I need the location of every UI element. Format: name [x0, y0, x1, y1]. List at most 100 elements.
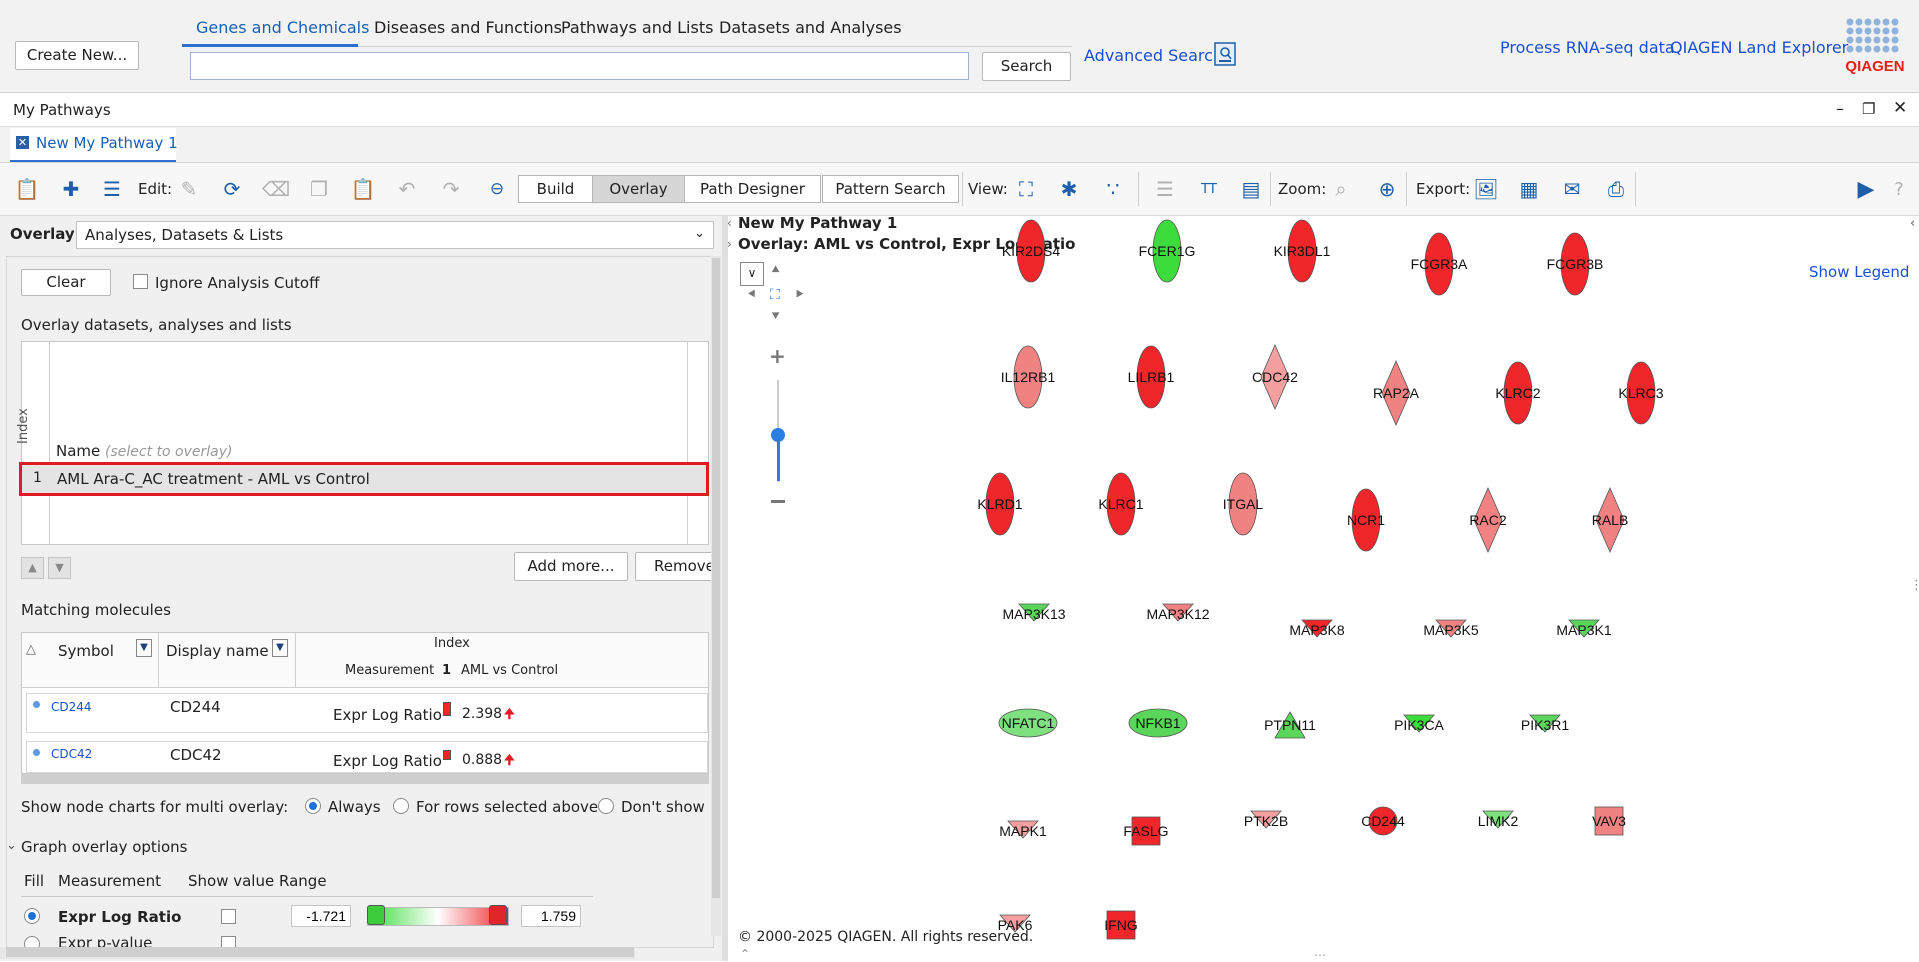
show-value-checkbox[interactable] — [221, 936, 236, 948]
undo-icon[interactable]: ↶ — [398, 177, 416, 201]
delete-icon[interactable]: ⌫ — [261, 177, 291, 201]
pathway-node-cd244[interactable] — [1353, 786, 1413, 856]
mode-path-designer-button[interactable]: Path Designer — [684, 175, 821, 203]
pan-left-icon[interactable]: ⯇ — [746, 287, 758, 303]
expand-right-icon[interactable]: › — [727, 237, 732, 251]
datasets-table[interactable]: Index Name (select to overlay) — [16, 341, 709, 545]
land-explorer-link[interactable]: QIAGEN Land Explorer — [1670, 38, 1849, 57]
pathway-node-map3k12[interactable] — [1148, 579, 1208, 649]
text-labels-icon[interactable]: TT — [1201, 181, 1217, 197]
pathway-node-kir3dl1[interactable] — [1272, 216, 1332, 286]
play-icon[interactable]: ▶ — [1857, 176, 1875, 202]
pathway-canvas[interactable] — [728, 216, 1919, 961]
zoom-in-icon[interactable]: + — [769, 344, 786, 368]
pathway-node-klrc2[interactable] — [1488, 358, 1548, 428]
node-charts-always-radio[interactable] — [305, 798, 321, 814]
collapse-left-icon[interactable]: ‹ — [727, 216, 732, 230]
drag-handle-icon[interactable]: ⋮ — [1910, 578, 1919, 593]
close-icon[interactable]: ✕ — [1893, 98, 1908, 118]
minimize-icon[interactable]: – — [1836, 99, 1844, 118]
legend-list-icon[interactable]: ☰ — [1156, 177, 1174, 201]
show-legend-link[interactable]: Show Legend — [1809, 263, 1910, 281]
layout-organic-icon[interactable]: ✱ — [1060, 177, 1078, 201]
splitter[interactable] — [722, 216, 728, 961]
mm-col-display[interactable]: Display name — [166, 642, 269, 660]
process-rnaseq-link[interactable]: Process RNA-seq data — [1500, 38, 1675, 57]
overlay-select[interactable]: Analyses, Datasets & Lists ⌄ — [76, 221, 714, 249]
pathway-node-pik3r1[interactable] — [1515, 690, 1575, 760]
paste-icon[interactable]: 📋 — [350, 177, 376, 201]
pathway-node-fcgr3a[interactable] — [1409, 229, 1469, 299]
pathway-node-mapk1[interactable] — [993, 796, 1053, 866]
mode-overlay-button[interactable]: Overlay — [592, 175, 685, 203]
dataset-row-selected[interactable]: 1 AML Ara-C_AC treatment - AML vs Contro… — [19, 462, 709, 496]
pathway-node-ifng[interactable] — [1091, 890, 1151, 960]
pathway-node-faslg[interactable] — [1116, 796, 1176, 866]
show-value-checkbox[interactable] — [221, 909, 236, 924]
move-down-icon[interactable]: ▼ — [48, 557, 71, 579]
export-email-icon[interactable]: ✉ — [1563, 177, 1581, 201]
pathway-node-kir2ds4[interactable] — [1001, 216, 1061, 286]
pan-up-icon[interactable]: ⯅ — [770, 262, 782, 278]
expand-bottom-icon[interactable]: ⌃ — [740, 947, 751, 961]
node-charts-selected-radio[interactable] — [393, 798, 409, 814]
pathway-node-ralb[interactable] — [1580, 485, 1640, 555]
collapse-right-icon[interactable]: ‹ — [1910, 216, 1916, 231]
pathway-node-map3k13[interactable] — [1004, 579, 1064, 649]
pathway-node-fcer1g[interactable] — [1137, 216, 1197, 286]
pathway-node-il12rb1[interactable] — [998, 342, 1058, 412]
collapse-icon[interactable]: ⌄ — [6, 838, 17, 853]
zoom-out-canvas-icon[interactable] — [771, 500, 785, 503]
color-range-slider[interactable] — [367, 907, 509, 926]
pathway-node-rac2[interactable] — [1458, 485, 1518, 555]
list-add-icon[interactable]: ☰ — [103, 177, 121, 201]
tab-close-icon[interactable]: ✕ — [16, 136, 29, 149]
fit-view-icon[interactable]: ⛶ — [1019, 177, 1033, 201]
center-view-icon[interactable]: ⛶ — [770, 287, 780, 303]
mode-pattern-search-button[interactable]: Pattern Search — [822, 175, 959, 203]
graph-overlay-heading[interactable]: Graph overlay options — [21, 838, 188, 856]
pathway-node-nfatc1[interactable] — [998, 688, 1058, 758]
pathway-node-klrc3[interactable] — [1611, 358, 1671, 428]
pathway-node-nfkb1[interactable] — [1128, 688, 1188, 758]
details-list-icon[interactable]: ▤ — [1241, 177, 1261, 201]
redo-icon[interactable]: ↷ — [442, 177, 460, 201]
mode-build-button[interactable]: Build — [518, 175, 593, 203]
search-input[interactable] — [190, 52, 969, 80]
advanced-search-link[interactable]: Advanced Search — [1084, 46, 1224, 65]
mm-row-symbol[interactable]: CDC42 — [51, 747, 93, 761]
pathway-node-cdc42[interactable] — [1245, 342, 1305, 412]
move-up-icon[interactable]: ▲ — [21, 557, 44, 579]
pan-down-icon[interactable]: ⯆ — [770, 309, 782, 325]
zoom-fit-icon[interactable]: ⌕ — [1335, 177, 1347, 201]
filter-icon[interactable]: ▼ — [136, 639, 152, 657]
pathway-node-fcgr3b[interactable] — [1545, 229, 1605, 299]
clipboard-icon[interactable]: 📋 — [14, 177, 40, 201]
tab-datasets-and-analyses[interactable]: Datasets and Analyses — [719, 18, 902, 37]
mm-col-symbol[interactable]: Symbol — [58, 642, 114, 660]
sort-icon[interactable]: △ — [26, 642, 36, 657]
table-row[interactable]: CD244 CD244 Expr Log Ratio 2.398 🠉 — [26, 693, 708, 733]
edit-note-icon[interactable]: ✎ — [180, 177, 198, 201]
print-icon[interactable]: ⎙ — [1608, 177, 1624, 201]
pathway-node-rap2a[interactable] — [1366, 358, 1426, 428]
range-min-input[interactable] — [291, 905, 351, 927]
fill-expr-log-ratio-radio[interactable] — [24, 908, 40, 924]
pathway-node-map3k5[interactable] — [1421, 595, 1481, 665]
pathway-node-lilrb1[interactable] — [1121, 342, 1181, 412]
pathway-node-map3k1[interactable] — [1554, 595, 1614, 665]
remove-button[interactable]: Remove — [635, 552, 713, 581]
mm-row-symbol[interactable]: CD244 — [51, 700, 92, 714]
pathway-node-ptpn11[interactable] — [1260, 690, 1320, 760]
pathway-node-map3k8[interactable] — [1287, 595, 1347, 665]
ignore-cutoff-checkbox[interactable] — [133, 274, 148, 289]
range-min-handle[interactable] — [367, 905, 385, 925]
drag-handle-icon[interactable]: ⋯ — [1314, 948, 1326, 962]
pan-right-icon[interactable]: ⯈ — [794, 287, 806, 303]
pathway-node-pak6[interactable] — [985, 890, 1045, 960]
clear-button[interactable]: Clear — [21, 269, 111, 296]
refresh-icon[interactable]: ⟳ — [223, 177, 241, 201]
col-name-header[interactable]: Name (select to overlay) — [56, 442, 233, 460]
pathway-node-klrd1[interactable] — [970, 469, 1030, 539]
range-max-handle[interactable] — [489, 905, 507, 925]
